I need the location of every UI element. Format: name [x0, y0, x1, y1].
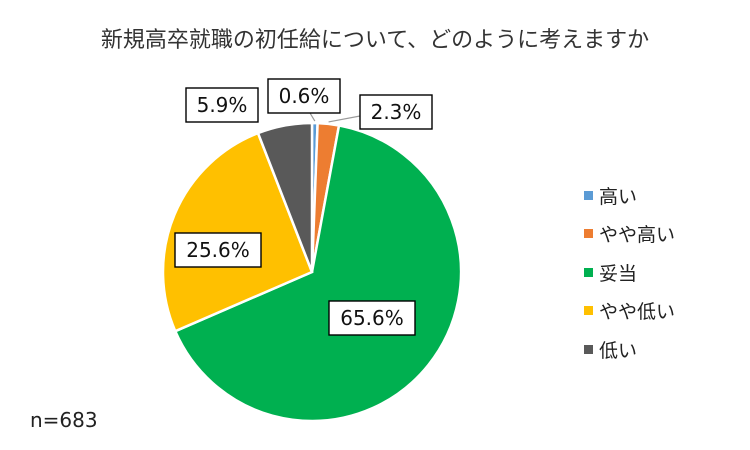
chart-title: 新規高卒就職の初任給について、どのように考えますか	[100, 28, 650, 53]
legend-swatch-datou	[584, 267, 593, 277]
legend-item-datou: 妥当	[584, 253, 675, 292]
legend-swatch-yaya-takai	[584, 229, 593, 239]
legend-label-yaya-takai: やや高い	[599, 224, 676, 247]
sample-size: n=683	[30, 408, 98, 432]
data-label-text-yaya-takai: 2.3%	[371, 100, 422, 124]
legend-item-yaya-takai: やや高い	[584, 215, 675, 254]
data-label-datou: 65.6%	[328, 300, 416, 336]
data-label-text-datou: 65.6%	[340, 306, 404, 330]
pie-slice-yaya-hikui	[161, 131, 314, 333]
pie-slice-hikui	[256, 121, 314, 273]
legend-swatch-hikui	[584, 344, 593, 354]
legend-swatch-takai	[584, 190, 593, 200]
pie-slice-datou	[173, 124, 463, 423]
legend-item-hikui: 低い	[584, 330, 675, 369]
legend-label-hikui: 低い	[599, 339, 638, 362]
data-label-takai: 0.6%	[267, 78, 341, 114]
legend-label-yaya-hikui: やや低い	[599, 301, 676, 324]
data-label-hikui: 5.9%	[185, 87, 259, 123]
data-label-text-takai: 0.6%	[279, 84, 330, 108]
legend-item-yaya-hikui: やや低い	[584, 292, 675, 331]
data-label-yaya-hikui: 25.6%	[174, 232, 262, 268]
leader-line-takai	[309, 112, 316, 122]
legend-item-takai: 高い	[584, 176, 675, 215]
leader-line-yaya-takai	[328, 115, 361, 123]
legend-label-takai: 高い	[599, 185, 638, 208]
data-label-text-hikui: 5.9%	[197, 93, 248, 117]
data-label-text-yaya-hikui: 25.6%	[186, 238, 250, 262]
legend: 高い やや高い 妥当 やや低い 低い	[584, 176, 675, 369]
legend-label-datou: 妥当	[599, 262, 638, 285]
legend-swatch-yaya-hikui	[584, 306, 593, 316]
data-label-yaya-takai: 2.3%	[359, 94, 433, 130]
